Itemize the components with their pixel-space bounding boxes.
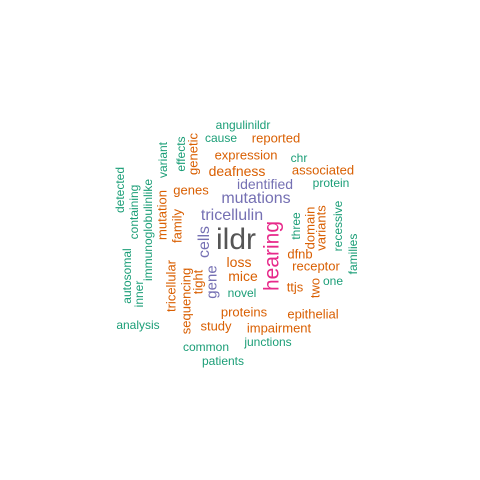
word-cause: cause — [204, 131, 238, 145]
word-angulinildr: angulinildr — [215, 118, 271, 132]
word-junctions: junctions — [244, 335, 292, 349]
word-deafness: deafness — [208, 163, 266, 179]
word-two: two — [307, 277, 323, 299]
word-epithelial: epithelial — [287, 306, 339, 322]
word-dfnb: dfnb — [287, 246, 313, 262]
word-containing: containing — [127, 184, 141, 240]
word-recessive: recessive — [331, 200, 345, 252]
word-detected: detected — [113, 166, 127, 214]
word-common: common — [182, 340, 230, 354]
word-identified: identified — [236, 176, 294, 192]
word-variants: variants — [313, 205, 329, 251]
word-study: study — [200, 318, 232, 334]
word-proteins: proteins — [220, 304, 268, 320]
word-family: family — [169, 209, 185, 243]
word-variant: variant — [156, 141, 170, 179]
word-associated: associated — [291, 162, 355, 178]
word-sequencing: sequencing — [178, 267, 194, 335]
word-genetic: genetic — [185, 133, 201, 175]
word-cells: cells — [196, 225, 213, 259]
word-tricellulin: tricellulin — [200, 207, 264, 224]
word-three: three — [289, 212, 303, 240]
word-protein: protein — [312, 176, 350, 190]
word-loss: loss — [226, 254, 252, 270]
word-genes: genes — [173, 182, 209, 198]
word-effects: effects — [174, 136, 188, 172]
word-immunoglobulinlike: immunoglobulinlike — [141, 178, 155, 282]
word-mutation: mutation — [154, 190, 170, 240]
word-ttjs: ttjs — [286, 279, 304, 295]
word-inner: inner — [132, 280, 146, 308]
word-receptor: receptor — [292, 258, 340, 274]
word-one: one — [322, 274, 344, 288]
word-impairment: impairment — [246, 320, 312, 336]
word-ildr: ildr — [215, 223, 257, 256]
word-mice: mice — [228, 268, 258, 284]
word-tricellular: tricellular — [163, 259, 179, 313]
word-patients: patients — [201, 354, 245, 368]
word-mutations: mutations — [221, 190, 291, 207]
word-hearing: hearing — [260, 220, 284, 292]
word-chr: chr — [290, 151, 308, 165]
word-novel: novel — [227, 286, 257, 300]
word-expression: expression — [214, 147, 278, 163]
word-families: families — [346, 233, 360, 275]
word-analysis: analysis — [116, 318, 160, 332]
word-reported: reported — [251, 130, 301, 146]
word-gene: gene — [203, 265, 221, 299]
